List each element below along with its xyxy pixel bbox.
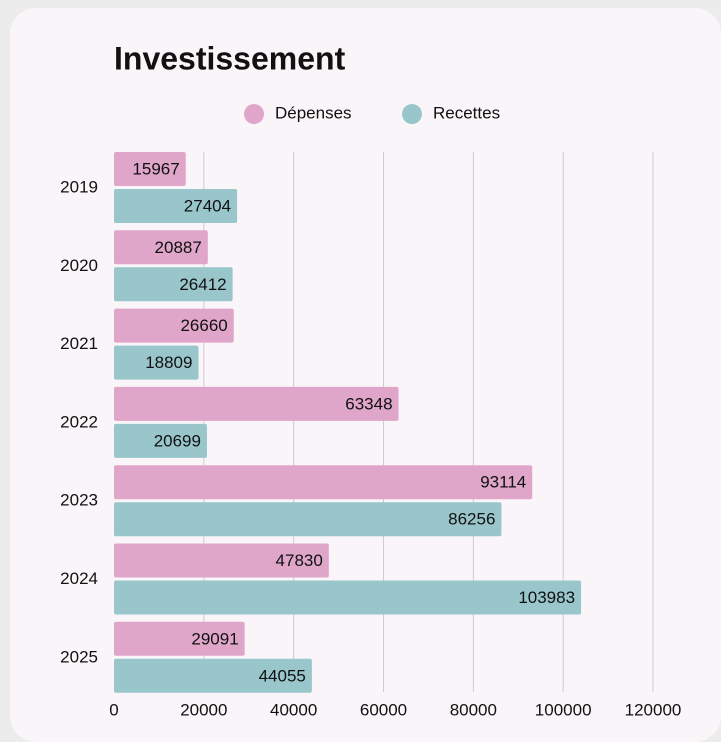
y-tick-label: 2019 — [60, 177, 98, 196]
x-tick-label: 20000 — [180, 700, 227, 719]
data-label: 47830 — [276, 551, 323, 570]
bar — [114, 345, 199, 380]
bar — [114, 621, 245, 656]
bar — [114, 308, 234, 343]
x-tick-label: 40000 — [270, 700, 317, 719]
x-tick-label: 80000 — [450, 700, 497, 719]
bar — [114, 658, 312, 693]
x-tick-label: 0 — [109, 700, 118, 719]
data-label: 20887 — [155, 238, 202, 257]
data-label: 44055 — [259, 666, 306, 685]
chart-title: Investissement — [114, 40, 346, 76]
x-tick-label: 60000 — [360, 700, 407, 719]
bar — [114, 152, 186, 186]
bar — [114, 502, 502, 537]
y-tick-label: 2024 — [60, 569, 98, 588]
bar — [114, 189, 238, 223]
data-label: 29091 — [191, 629, 238, 648]
y-tick-label: 2023 — [60, 491, 98, 510]
bar — [114, 230, 208, 265]
y-tick-label: 2022 — [60, 412, 98, 431]
legend-swatch — [402, 104, 422, 124]
y-tick-label: 2025 — [60, 647, 98, 666]
data-label: 103983 — [518, 588, 575, 607]
data-label: 26412 — [179, 275, 226, 294]
y-tick-label: 2021 — [60, 334, 98, 353]
data-label: 20699 — [154, 431, 201, 450]
data-label: 63348 — [345, 394, 392, 413]
bar — [114, 386, 399, 421]
data-label: 26660 — [180, 316, 227, 335]
legend-swatch — [244, 104, 264, 124]
bar — [114, 423, 207, 458]
legend-label: Dépenses — [275, 103, 352, 122]
bar — [114, 580, 582, 615]
data-label: 93114 — [480, 473, 526, 492]
bar — [114, 543, 329, 578]
bar — [114, 267, 233, 302]
data-label: 18809 — [145, 353, 192, 372]
bar — [114, 465, 533, 500]
data-label: 15967 — [132, 159, 179, 178]
y-tick-label: 2020 — [60, 256, 98, 275]
data-label: 27404 — [184, 196, 231, 215]
data-label: 86256 — [448, 510, 495, 529]
x-tick-label: 100000 — [535, 700, 592, 719]
x-tick-label: 120000 — [625, 700, 682, 719]
legend-label: Recettes — [433, 103, 500, 122]
